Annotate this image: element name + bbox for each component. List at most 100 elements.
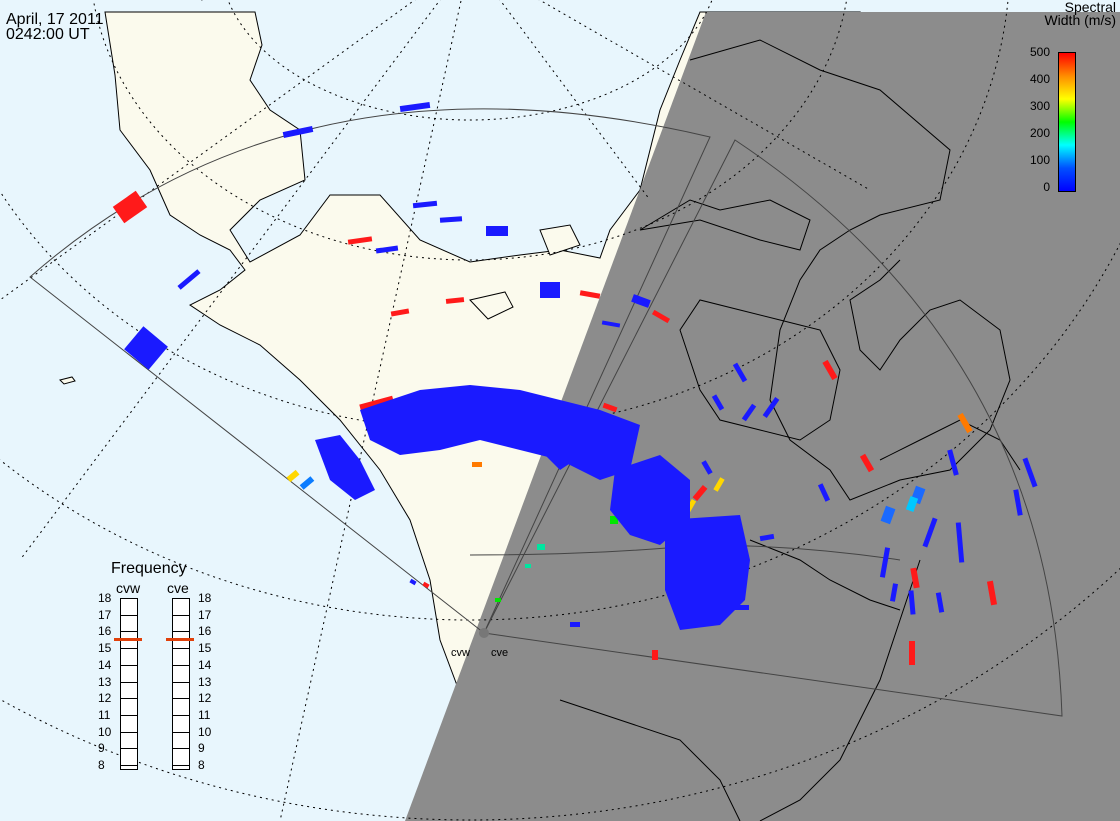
scatter-cell [986,580,998,606]
scatter-cell [124,326,168,370]
frequency-gridline [173,714,189,716]
scatter-beam [908,590,916,615]
frequency-radar-a: cvw [116,580,141,596]
frequency-tick-label: 9 [198,741,205,756]
scatter-cell [282,125,314,139]
scatter-cell [399,101,431,113]
frequency-title: Frequency [111,560,187,577]
aleutian-island [59,376,76,385]
frequency-tick-label: 15 [198,641,212,656]
scatter-cell [822,359,838,381]
scatter-beam [762,397,780,418]
frequency-gridline [173,731,189,733]
island-1 [469,291,514,320]
frequency-tick-label: 16 [98,624,112,639]
colorbar-tick-label: 500 [1029,45,1050,59]
frequency-tick-label: 12 [98,691,112,706]
scatter-cell [692,484,708,502]
frequency-gridline [121,681,137,683]
scatter-beam [741,403,757,422]
colorbar-tick-label: 400 [1029,72,1050,86]
scatter-cell [286,469,300,483]
scatter-beam [711,394,725,411]
night-coastlines [559,39,1021,821]
colorbar-tick-label: 200 [1029,126,1050,140]
frequency-tick-label: 14 [198,657,212,672]
frequency-gridline [121,765,137,766]
frequency-tick-label: 17 [198,607,212,622]
frequency-gridline [121,748,137,750]
scatter-cell [486,226,508,236]
scatter-cell [602,402,618,413]
frequency-scale-a [120,598,138,770]
scatter-region [540,415,590,470]
time-label: 0242:00 UT [6,26,90,43]
scatter-beam [922,517,938,548]
scatter-cell [495,598,501,602]
scatter-cell [651,309,671,324]
scatter-cell [631,294,651,308]
frequency-tick-label: 13 [98,674,112,689]
scatter-beam [701,460,713,475]
frequency-gridline [173,664,189,666]
scatter-beam [817,483,831,502]
frequency-marker [114,637,142,641]
scatter-cell [537,544,545,550]
frequency-tick-label: 10 [98,724,112,739]
frequency-tick-label: 8 [198,758,205,772]
frequency-tick-label: 18 [198,591,212,605]
colorbar-title-line1: Spectral [1064,0,1116,15]
cvw-fov [29,108,711,634]
scatter-cell [859,453,875,473]
scatter-cell [570,622,580,627]
scatter-beam [735,605,749,610]
scatter-cell [579,290,601,299]
scatter-beam [889,583,899,602]
frequency-tick-label: 17 [98,607,112,622]
frequency-tick-label: 8 [98,758,105,772]
scatter-cell [439,216,463,223]
frequency-tick-label: 13 [198,674,212,689]
scatter-cell [409,578,417,586]
scatter-cell [177,269,201,290]
frequency-gridline [121,698,137,700]
radar-east-label: cve [491,647,509,659]
scatter-cell [909,641,915,665]
scatter-beam [947,449,959,476]
frequency-tick-label: 18 [98,591,112,605]
frequency-gridline [173,681,189,683]
scatter-beam [732,362,748,383]
scatter-beam [1022,457,1038,488]
frequency-gridline [121,714,137,716]
scatter-cell [905,496,919,512]
frequency-gridline [173,765,189,766]
scatter-cell [375,245,399,254]
scatter-cell [610,516,618,524]
scatter-cell [601,320,621,328]
frequency-tick-label: 15 [98,641,112,656]
night-terminator [405,12,1120,821]
frequency-gridline [173,748,189,750]
colorbar-gradient [1058,52,1076,192]
scatter-cell [713,477,725,492]
scatter-cell [299,476,315,490]
scatter-cell [412,200,438,209]
scatter-cell [390,308,410,317]
colorbar-tick-label: 0 [1043,180,1050,194]
radar-site-marker [479,628,489,638]
frequency-radar-b: cve [167,580,189,596]
scatter-cell [957,412,973,434]
scatter-cell [422,581,430,589]
frequency-tick-label: 11 [198,707,211,722]
frequency-gridline [121,648,137,650]
colorbar-tick-label: 100 [1029,153,1050,167]
frequency-gridline [173,698,189,700]
frequency-tick-label: 10 [198,724,212,739]
frequency-gridline [173,614,189,616]
scatter-cell [540,282,560,298]
scatter-beam [955,522,965,563]
frequency-scale-b [172,598,190,770]
frequency-tick-label: 12 [198,691,212,706]
frequency-tick-label: 14 [98,657,112,672]
